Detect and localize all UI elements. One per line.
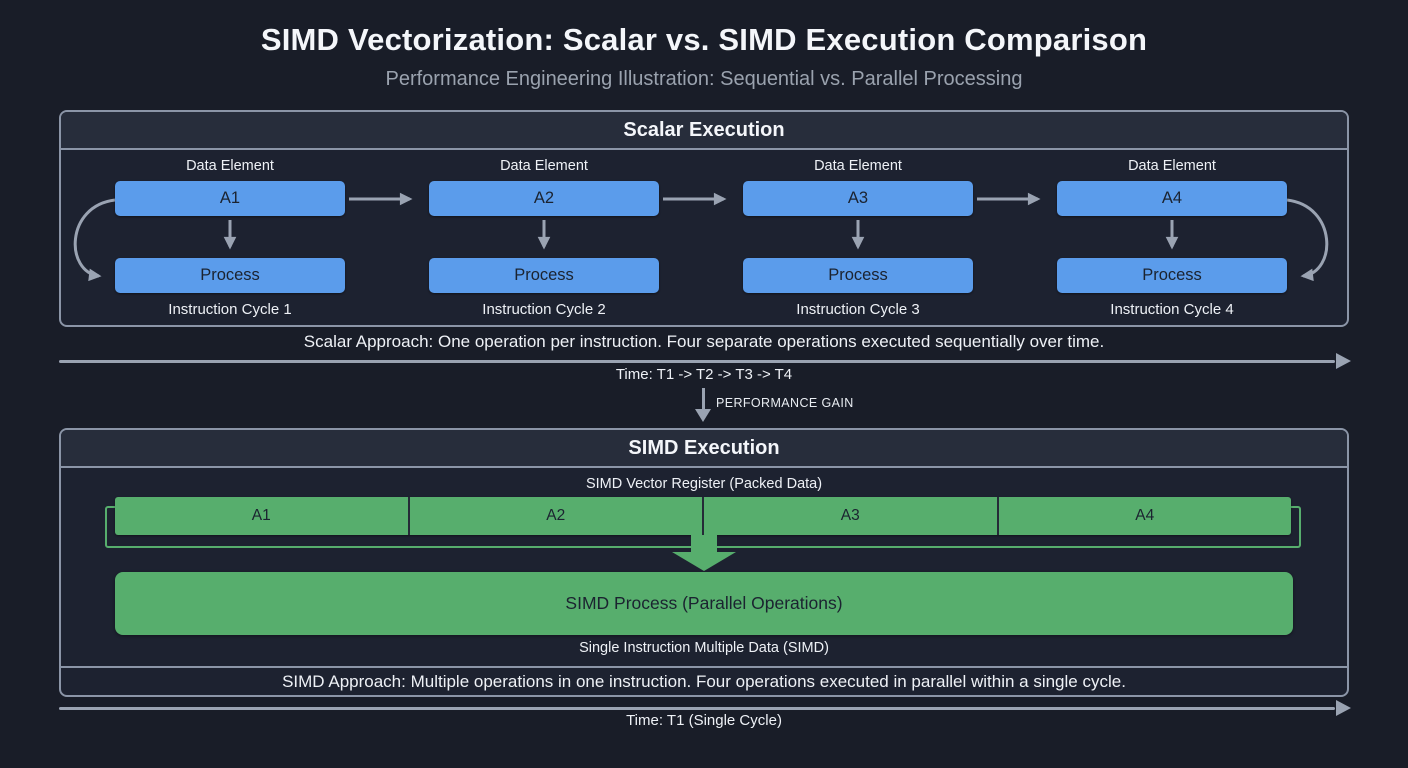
timeline-line	[59, 359, 1335, 363]
scalar-panel-header: Scalar Execution	[61, 112, 1347, 150]
scalar-column-4: Data Element A4 Process Instruction Cycl…	[1057, 150, 1287, 325]
timeline-line	[59, 706, 1335, 710]
arrow-down-icon	[672, 552, 736, 571]
scalar-panel-body: Data Element A1 Process Instruction Cycl…	[61, 150, 1347, 325]
performance-gain-arrow	[702, 388, 705, 410]
vector-register-label: SIMD Vector Register (Packed Data)	[585, 476, 823, 492]
vector-register-cells: A1 A2 A3 A4	[115, 497, 1291, 535]
simd-timeline-label: Time: T1 (Single Cycle)	[626, 712, 782, 729]
simd-timeline-arrow	[59, 700, 1351, 716]
scalar-column-2: Data Element A2 Process Instruction Cycl…	[429, 150, 659, 325]
process-box: Process	[429, 258, 659, 293]
process-box: Process	[743, 258, 973, 293]
simd-execution-panel: SIMD Execution SIMD Vector Register (Pac…	[59, 428, 1349, 697]
instruction-cycle-label: Instruction Cycle 4	[1110, 301, 1234, 318]
performance-gain-label: PERFORMANCE GAIN	[716, 396, 854, 410]
process-box: Process	[115, 258, 345, 293]
page-title: SIMD Vectorization: Scalar vs. SIMD Exec…	[260, 22, 1148, 57]
instruction-cycle-label: Instruction Cycle 3	[796, 301, 920, 318]
data-element-label: Data Element	[186, 158, 274, 174]
scalar-column-3: Data Element A3 Process Instruction Cycl…	[743, 150, 973, 325]
data-element-box: A3	[743, 181, 973, 216]
data-element-box: A2	[429, 181, 659, 216]
data-element-box: A1	[115, 181, 345, 216]
page-subtitle: Performance Engineering Illustration: Se…	[385, 68, 1023, 90]
scalar-caption: Scalar Approach: One operation per instr…	[303, 332, 1105, 351]
divider	[61, 666, 1347, 668]
simd-merge-arrow	[691, 535, 717, 553]
arrow-right-icon	[1336, 700, 1351, 716]
arrow-right-icon	[1336, 353, 1351, 369]
data-element-box: A4	[1057, 181, 1287, 216]
arrow-down-icon	[695, 409, 711, 422]
process-box: Process	[1057, 258, 1287, 293]
scalar-timeline-arrow	[59, 353, 1351, 369]
simd-caption: SIMD Approach: Multiple operations in on…	[282, 672, 1126, 691]
scalar-column-1: Data Element A1 Process Instruction Cycl…	[115, 150, 345, 325]
data-element-label: Data Element	[1128, 158, 1216, 174]
data-element-label: Data Element	[500, 158, 588, 174]
simd-process-box: SIMD Process (Parallel Operations)	[115, 572, 1293, 635]
register-cell: A2	[407, 497, 702, 535]
register-cell: A3	[702, 497, 997, 535]
simd-panel-header: SIMD Execution	[61, 430, 1347, 468]
scalar-arrows-layer	[73, 192, 1329, 282]
instruction-cycle-label: Instruction Cycle 2	[482, 301, 606, 318]
register-cell: A1	[115, 497, 408, 535]
instruction-cycle-label: Instruction Cycle 1	[168, 301, 292, 318]
simd-footer-label: Single Instruction Multiple Data (SIMD)	[579, 640, 829, 656]
data-element-label: Data Element	[814, 158, 902, 174]
simd-panel-body: SIMD Vector Register (Packed Data) A1 A2…	[61, 468, 1347, 695]
loop-arrow-left	[73, 198, 116, 282]
loop-arrow-right	[1286, 198, 1329, 282]
scalar-timeline-label: Time: T1 -> T2 -> T3 -> T4	[615, 366, 793, 383]
register-cell: A4	[996, 497, 1291, 535]
scalar-execution-panel: Scalar Execution	[59, 110, 1349, 327]
